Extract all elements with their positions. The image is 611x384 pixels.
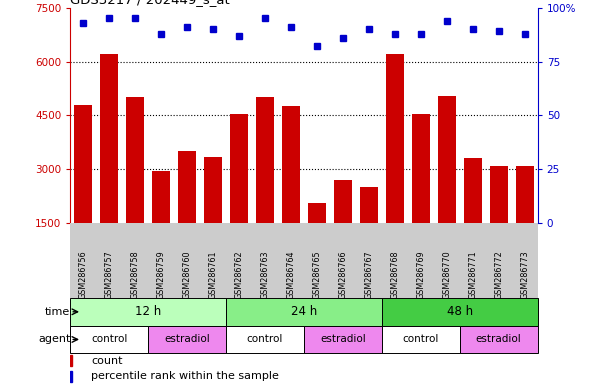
Bar — [70, 371, 71, 382]
Text: 24 h: 24 h — [291, 305, 317, 318]
Text: agent: agent — [38, 334, 70, 344]
Bar — [204, 157, 222, 277]
Text: GDS3217 / 202449_s_at: GDS3217 / 202449_s_at — [70, 0, 230, 7]
Bar — [459, 326, 538, 353]
Bar — [382, 326, 459, 353]
Bar — [360, 187, 378, 277]
Text: estradiol: estradiol — [476, 334, 522, 344]
Text: estradiol: estradiol — [320, 334, 366, 344]
Bar — [152, 171, 170, 277]
Bar — [70, 298, 226, 326]
Bar — [148, 326, 226, 353]
Bar — [308, 204, 326, 277]
Bar — [386, 55, 404, 277]
Bar — [304, 326, 382, 353]
Bar — [334, 180, 352, 277]
Text: control: control — [91, 334, 128, 344]
Text: percentile rank within the sample: percentile rank within the sample — [91, 371, 279, 381]
Text: count: count — [91, 356, 123, 366]
Bar — [226, 298, 382, 326]
Bar — [516, 166, 534, 277]
Bar — [437, 96, 456, 277]
Bar — [464, 159, 482, 277]
Bar — [178, 151, 196, 277]
Bar — [74, 104, 92, 277]
Bar — [256, 98, 274, 277]
Bar — [100, 55, 119, 277]
Bar — [230, 114, 248, 277]
Bar — [70, 326, 148, 353]
Text: 12 h: 12 h — [135, 305, 161, 318]
Text: control: control — [403, 334, 439, 344]
Text: control: control — [247, 334, 284, 344]
Text: estradiol: estradiol — [164, 334, 210, 344]
Bar — [489, 166, 508, 277]
Text: 48 h: 48 h — [447, 305, 473, 318]
Bar — [226, 326, 304, 353]
Bar — [70, 356, 71, 366]
Bar — [282, 106, 300, 277]
Bar — [412, 114, 430, 277]
Bar — [126, 98, 144, 277]
Bar — [382, 298, 538, 326]
Text: time: time — [45, 307, 70, 317]
